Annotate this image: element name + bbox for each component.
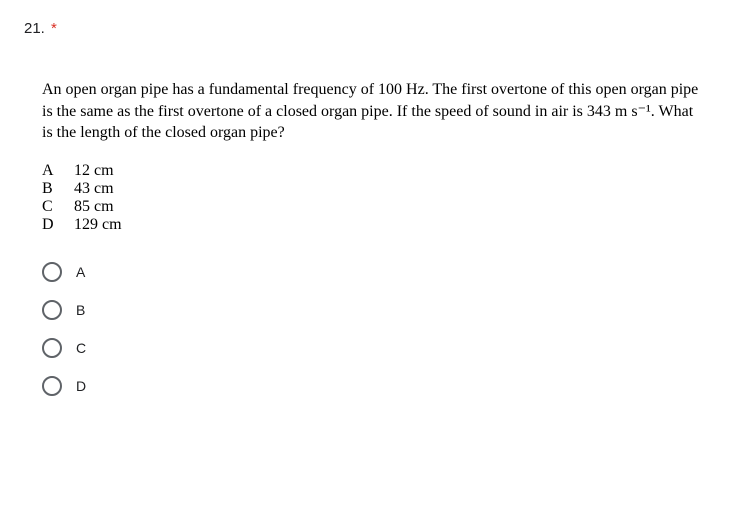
radio-circle-icon [42, 262, 62, 282]
answer-key-letter: C [42, 198, 74, 216]
answer-key-value: 43 cm [74, 180, 114, 198]
answer-key: A 12 cm B 43 cm C 85 cm D 129 cm [42, 162, 723, 234]
answer-key-value: 129 cm [74, 216, 122, 234]
radio-option-c[interactable]: C [42, 338, 723, 358]
question-number: 21. * [24, 20, 723, 37]
radio-label: D [76, 378, 86, 394]
radio-label: A [76, 264, 85, 280]
radio-option-b[interactable]: B [42, 300, 723, 320]
radio-circle-icon [42, 338, 62, 358]
answer-key-row: B 43 cm [42, 180, 723, 198]
question-body: An open organ pipe has a fundamental fre… [24, 79, 723, 396]
answer-key-value: 12 cm [74, 162, 114, 180]
question-number-text: 21. [24, 20, 45, 37]
answer-key-row: C 85 cm [42, 198, 723, 216]
answer-key-letter: D [42, 216, 74, 234]
answer-key-row: A 12 cm [42, 162, 723, 180]
radio-group: A B C D [42, 262, 723, 396]
answer-key-value: 85 cm [74, 198, 114, 216]
radio-option-a[interactable]: A [42, 262, 723, 282]
question-text: An open organ pipe has a fundamental fre… [42, 79, 702, 144]
radio-option-d[interactable]: D [42, 376, 723, 396]
radio-label: B [76, 302, 85, 318]
radio-circle-icon [42, 300, 62, 320]
answer-key-row: D 129 cm [42, 216, 723, 234]
required-asterisk: * [51, 20, 57, 37]
answer-key-letter: A [42, 162, 74, 180]
radio-circle-icon [42, 376, 62, 396]
answer-key-letter: B [42, 180, 74, 198]
radio-label: C [76, 340, 86, 356]
